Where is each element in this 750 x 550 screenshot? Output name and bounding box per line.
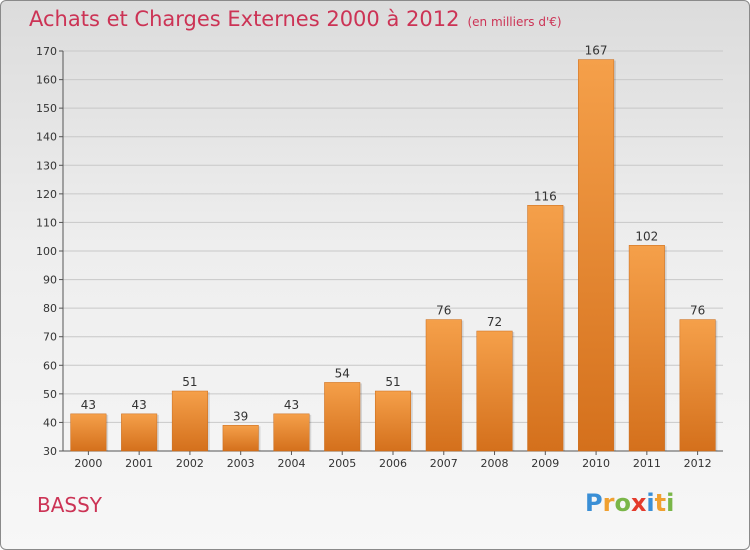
y-tick-label: 30 xyxy=(43,445,57,458)
commune-name: BASSY xyxy=(37,493,103,517)
labels: 43 2000 43 2001 51 2002 39 2003 43 2004 54 2005 51 20… xyxy=(74,44,711,470)
y-tick-label: 160 xyxy=(36,74,57,87)
bar-2010 xyxy=(578,59,615,452)
value-label: 39 xyxy=(233,409,248,423)
chart-subtitle: (en milliers d'€) xyxy=(467,15,562,29)
y-tick-label: 60 xyxy=(43,359,57,372)
x-tick-label: 2004 xyxy=(277,457,305,470)
bar-2001 xyxy=(121,413,158,452)
y-tick-label: 140 xyxy=(36,131,57,144)
proxiti-logo[interactable]: Proxiti xyxy=(585,489,674,517)
x-tick-label: 2009 xyxy=(531,457,559,470)
chart-title: Achats et Charges Externes 2000 à 2012 xyxy=(29,7,460,31)
y-tick-label: 40 xyxy=(43,416,57,429)
value-label: 51 xyxy=(385,375,400,389)
y-tick-label: 170 xyxy=(36,45,57,58)
value-label: 43 xyxy=(132,398,147,412)
value-label: 116 xyxy=(534,189,557,203)
y-tick-label: 150 xyxy=(36,102,57,115)
logo-letter: r xyxy=(602,489,615,517)
bar-2008 xyxy=(476,330,513,452)
x-tick-label: 2005 xyxy=(328,457,356,470)
x-tick-label: 2001 xyxy=(125,457,153,470)
y-tick-label: 120 xyxy=(36,188,57,201)
x-tick-label: 2003 xyxy=(227,457,255,470)
bar-2002 xyxy=(171,390,208,452)
x-tick-label: 2011 xyxy=(633,457,661,470)
value-label: 102 xyxy=(635,229,658,243)
logo-letter: o xyxy=(614,489,631,517)
x-tick-label: 2008 xyxy=(481,457,509,470)
x-tick-label: 2007 xyxy=(430,457,458,470)
logo-letter: P xyxy=(585,489,603,517)
bars xyxy=(70,59,718,452)
bar-2000 xyxy=(70,413,107,452)
logo-letter: x xyxy=(630,489,647,517)
x-tick-label: 2006 xyxy=(379,457,407,470)
x-tick-label: 2000 xyxy=(74,457,102,470)
value-label: 76 xyxy=(436,304,451,318)
value-label: 51 xyxy=(182,375,197,389)
value-label: 76 xyxy=(690,304,705,318)
logo-letter: i xyxy=(666,489,675,517)
y-tick-label: 80 xyxy=(43,302,57,315)
logo-letter: i xyxy=(646,489,655,517)
value-label: 43 xyxy=(284,398,299,412)
bar-2006 xyxy=(374,390,412,452)
y-tick-label: 110 xyxy=(36,216,57,229)
x-tick-label: 2002 xyxy=(176,457,204,470)
chart-title-block: Achats et Charges Externes 2000 à 2012 (e… xyxy=(29,7,562,31)
x-tick-label: 2012 xyxy=(684,457,712,470)
logo-letter: t xyxy=(654,489,667,517)
y-tick-label: 100 xyxy=(36,245,57,258)
y-tick-label: 90 xyxy=(43,274,57,287)
value-label: 43 xyxy=(81,398,96,412)
bar-2004 xyxy=(273,413,310,452)
y-tick-label: 70 xyxy=(43,331,57,344)
value-label: 167 xyxy=(585,44,608,58)
value-label: 72 xyxy=(487,315,502,329)
bar-2009 xyxy=(527,205,564,452)
bar-2005 xyxy=(324,382,361,452)
x-tick-label: 2010 xyxy=(582,457,610,470)
bar-2007 xyxy=(425,319,462,452)
y-tick-label: 130 xyxy=(36,159,57,172)
bar-2011 xyxy=(628,245,665,452)
bar-2012 xyxy=(679,319,716,452)
y-tick-label: 50 xyxy=(43,388,57,401)
bar-2003 xyxy=(222,425,259,452)
value-label: 54 xyxy=(335,366,350,380)
